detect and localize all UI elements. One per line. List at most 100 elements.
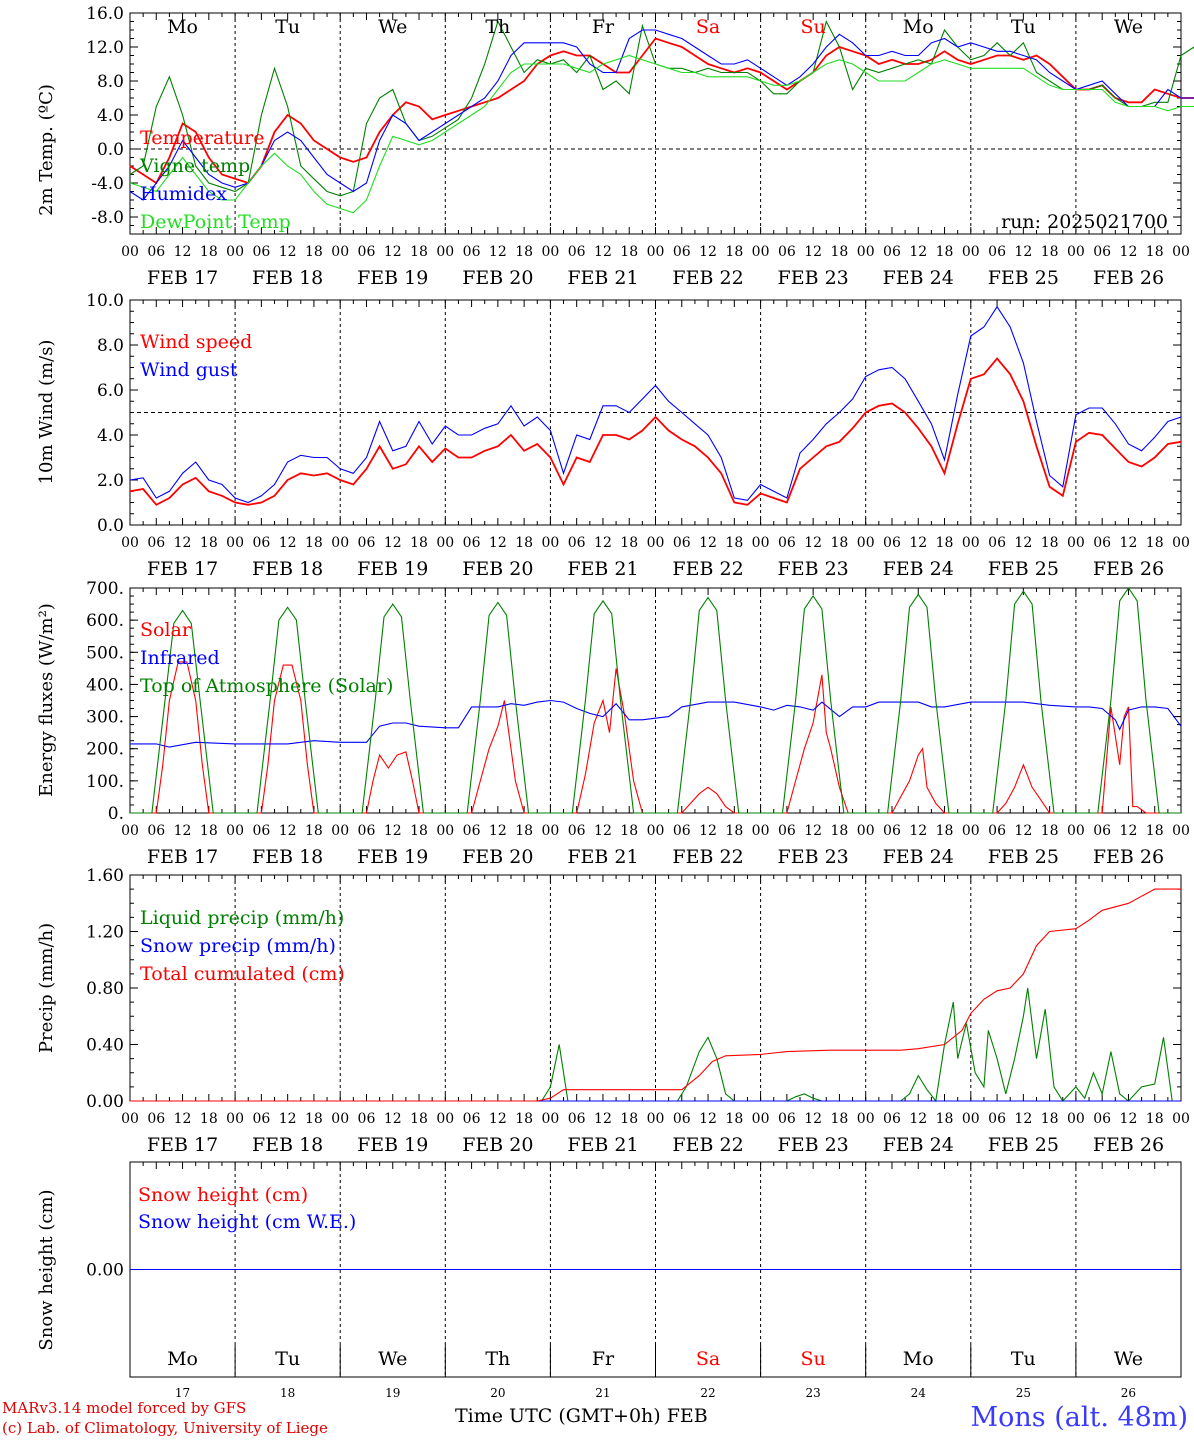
date-label: FEB 25 — [988, 1134, 1059, 1156]
series-line-temperature — [129, 37, 1194, 185]
hour-tick-label: 18 — [410, 244, 428, 260]
hour-tick-label: 12 — [1120, 244, 1138, 260]
legend-entry: Liquid precip (mm/h) — [140, 907, 344, 929]
y-tick-label: 1.60 — [86, 866, 124, 886]
plot-frame — [129, 587, 1182, 814]
legend-entry: Temperature — [140, 127, 264, 149]
hour-tick-label: 12 — [804, 1111, 822, 1127]
hour-tick-label: 12 — [1120, 1111, 1138, 1127]
hour-tick-label: 06 — [778, 1111, 796, 1127]
hour-tick-label: 06 — [252, 1111, 270, 1127]
panel-1: 16.0 12.0 8.0 4.0 0.0 -4.0 -8.0 2m Temp. (ºC) Te… — [36, 4, 1194, 289]
date-label: FEB 21 — [567, 267, 638, 289]
hour-tick-label: 06 — [463, 244, 481, 260]
series-line-infrared — [130, 699, 1182, 748]
hour-tick-label: 00 — [331, 535, 349, 551]
hour-tick-label: 00 — [226, 244, 244, 260]
y-tick-label: 400. — [86, 675, 124, 695]
hour-tick-label: 18 — [410, 823, 428, 839]
hour-tick-label: 18 — [620, 823, 638, 839]
y-tick-label: 600. — [86, 611, 124, 631]
y-tick-label: 12.0 — [86, 38, 124, 58]
legend-entry: Humidex — [140, 183, 227, 205]
hour-tick-label: 12 — [909, 1111, 927, 1127]
hour-tick-label: 18 — [1041, 244, 1059, 260]
hour-tick-label: 06 — [988, 1111, 1006, 1127]
hour-tick-label: 06 — [147, 535, 165, 551]
hour-tick-label: 06 — [147, 823, 165, 839]
date-label: FEB 24 — [883, 1134, 954, 1156]
x-axis-title: Time UTC (GMT+0h) FEB — [455, 1405, 708, 1427]
date-label: FEB 24 — [883, 846, 954, 868]
hour-tick-label: 18 — [305, 1111, 323, 1127]
hour-tick-label: 12 — [384, 823, 402, 839]
hour-tick-label: 18 — [1041, 535, 1059, 551]
hour-tick-label: 12 — [174, 244, 192, 260]
hour-tick-label: 00 — [647, 823, 665, 839]
hour-tick-label: 00 — [121, 535, 139, 551]
weekday-label-bottom: Th — [485, 1348, 510, 1370]
date-label: FEB 20 — [462, 267, 533, 289]
date-label: FEB 19 — [357, 1134, 428, 1156]
y-tick-label: 0.80 — [86, 979, 124, 999]
panel-2: 0.0 2.0 4.0 6.0 8.0 10.0 10m Wind (m/s) Wind sp… — [36, 291, 1190, 580]
hour-tick-label: 00 — [752, 823, 770, 839]
legend-entry: Wind gust — [140, 359, 238, 381]
date-label: FEB 24 — [883, 558, 954, 580]
date-label: FEB 23 — [778, 267, 849, 289]
date-label: FEB 22 — [672, 846, 743, 868]
hour-tick-label: 06 — [673, 244, 691, 260]
series-line-humidex — [129, 29, 1194, 201]
date-label: FEB 26 — [1093, 846, 1164, 868]
weekday-label-top: We — [378, 16, 407, 38]
hour-tick-label: 12 — [279, 535, 297, 551]
hour-tick-label: 00 — [541, 823, 559, 839]
hour-tick-label: 18 — [305, 244, 323, 260]
hour-tick-label: 12 — [594, 823, 612, 839]
y-tick-label: 700. — [86, 579, 124, 599]
hour-tick-label: 00 — [857, 823, 875, 839]
weekday-label-top: Sa — [696, 16, 720, 38]
hour-tick-label: 12 — [384, 1111, 402, 1127]
hour-tick-label: 18 — [410, 1111, 428, 1127]
legend-entry: Top of Atmosphere (Solar) — [140, 675, 393, 697]
hour-tick-label: 00 — [1172, 1111, 1190, 1127]
hour-tick-label: 18 — [515, 823, 533, 839]
hour-tick-label: 00 — [226, 1111, 244, 1127]
y-tick-label: 16.0 — [86, 4, 124, 24]
hour-tick-label: 00 — [1172, 535, 1190, 551]
hour-tick-label: 06 — [568, 1111, 586, 1127]
hour-tick-label: 06 — [147, 1111, 165, 1127]
hour-tick-label: 12 — [384, 535, 402, 551]
date-label: FEB 19 — [357, 267, 428, 289]
hour-tick-label: 18 — [725, 244, 743, 260]
hour-tick-label: 18 — [936, 823, 954, 839]
hour-tick-label: 12 — [909, 823, 927, 839]
hour-tick-label: 06 — [1093, 823, 1111, 839]
hour-tick-label: 12 — [279, 244, 297, 260]
y-tick-label: -4.0 — [91, 174, 124, 194]
weekday-label-bottom: Tu — [1011, 1348, 1036, 1370]
hour-tick-label: 06 — [358, 535, 376, 551]
hour-tick-label: 06 — [988, 535, 1006, 551]
hour-tick-label: 06 — [673, 535, 691, 551]
hour-tick-label: 00 — [857, 1111, 875, 1127]
series-line-vigne-temp — [129, 19, 1194, 197]
weekday-label-bottom: We — [1114, 1348, 1143, 1370]
hour-tick-label: 06 — [988, 244, 1006, 260]
hour-tick-label: 12 — [1014, 823, 1032, 839]
hour-tick-label: 06 — [673, 823, 691, 839]
hour-tick-label: 18 — [620, 535, 638, 551]
date-label: FEB 19 — [357, 846, 428, 868]
hour-tick-label: 12 — [489, 823, 507, 839]
date-label: FEB 23 — [778, 558, 849, 580]
hour-tick-label: 12 — [804, 823, 822, 839]
hour-tick-label: 00 — [857, 535, 875, 551]
hour-tick-label: 06 — [883, 1111, 901, 1127]
date-label: FEB 17 — [147, 267, 218, 289]
date-label: FEB 20 — [462, 1134, 533, 1156]
hour-tick-label: 12 — [1014, 535, 1032, 551]
date-label: FEB 26 — [1093, 558, 1164, 580]
hour-tick-label: 00 — [541, 535, 559, 551]
hour-tick-label: 00 — [647, 1111, 665, 1127]
